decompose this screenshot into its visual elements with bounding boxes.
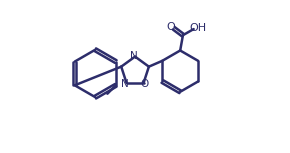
- Text: O: O: [167, 22, 175, 32]
- Text: OH: OH: [189, 23, 206, 33]
- Text: N: N: [130, 51, 138, 61]
- Text: O: O: [141, 79, 149, 89]
- Text: N: N: [122, 79, 129, 89]
